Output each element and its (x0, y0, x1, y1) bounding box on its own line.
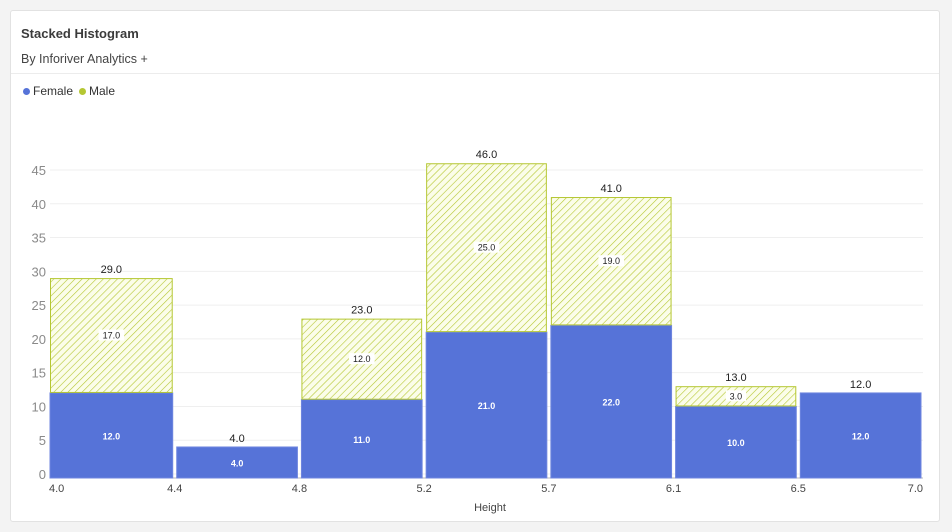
total-label: 41.0 (601, 183, 622, 195)
x-tick-label: 4.0 (49, 483, 64, 495)
y-tick-label: 35 (32, 231, 46, 246)
data-label-bg (98, 329, 125, 341)
data-label-bg (725, 390, 747, 402)
y-tick-label: 5 (39, 433, 46, 448)
data-label-male: 12.0 (353, 354, 371, 364)
bar-female[interactable] (425, 331, 548, 479)
data-label-male: 19.0 (602, 256, 620, 266)
bar-female[interactable] (799, 392, 922, 479)
legend-label-female: Female (33, 84, 74, 98)
total-label: 46.0 (476, 149, 497, 161)
x-tick-label: 4.8 (292, 483, 307, 495)
data-label-female: 21.0 (478, 401, 496, 411)
data-label-female: 12.0 (103, 431, 121, 441)
data-label-female: 12.0 (852, 431, 870, 441)
x-tick-label: 7.0 (908, 483, 923, 495)
female-swatch-icon (23, 87, 30, 95)
y-tick-label: 40 (32, 197, 46, 212)
data-label-female: 22.0 (602, 398, 620, 408)
legend: Female Male (23, 84, 115, 98)
total-label: 12.0 (850, 379, 871, 391)
header-divider (11, 73, 939, 74)
data-label-male: 25.0 (478, 243, 496, 253)
y-tick-label: 10 (32, 399, 46, 414)
y-tick-label: 30 (32, 264, 46, 279)
x-tick-label: 5.7 (541, 483, 556, 495)
y-tick-label: 25 (32, 298, 46, 313)
y-tick-label: 15 (32, 366, 46, 381)
bar-female[interactable] (550, 324, 673, 479)
legend-item-male[interactable]: Male (79, 84, 115, 98)
bar-female[interactable] (49, 392, 174, 479)
data-label-female: 10.0 (727, 438, 745, 448)
data-label-female: 11.0 (353, 435, 370, 445)
x-tick-label: 6.5 (791, 483, 806, 495)
male-swatch-icon (79, 87, 87, 95)
bar-female[interactable] (675, 405, 797, 479)
total-label: 13.0 (725, 372, 746, 384)
data-label-male: 3.0 (730, 391, 743, 401)
data-label-female: 4.0 (231, 458, 244, 468)
x-tick-label: 4.4 (167, 483, 182, 495)
total-label: 4.0 (229, 433, 244, 445)
data-label-bg (473, 241, 500, 253)
y-tick-label: 0 (39, 467, 46, 482)
x-tick-label: 5.2 (416, 483, 431, 495)
data-label-male: 17.0 (103, 331, 121, 341)
total-label: 23.0 (351, 305, 372, 317)
legend-label-male: Male (89, 84, 116, 98)
bar-female[interactable] (176, 446, 298, 479)
x-tick-label: 6.1 (666, 483, 681, 495)
y-tick-label: 20 (32, 332, 46, 347)
chart-subtitle[interactable]: By Inforiver Analytics + (21, 52, 148, 66)
total-label: 29.0 (101, 264, 122, 276)
bar-female[interactable] (300, 399, 423, 479)
x-axis-title: Height (474, 502, 506, 514)
y-tick-label: 45 (32, 163, 46, 178)
data-label-bg (598, 255, 625, 267)
legend-item-female[interactable]: Female (23, 84, 73, 98)
chart-title: Stacked Histogram (21, 26, 139, 41)
data-label-bg (348, 353, 375, 365)
